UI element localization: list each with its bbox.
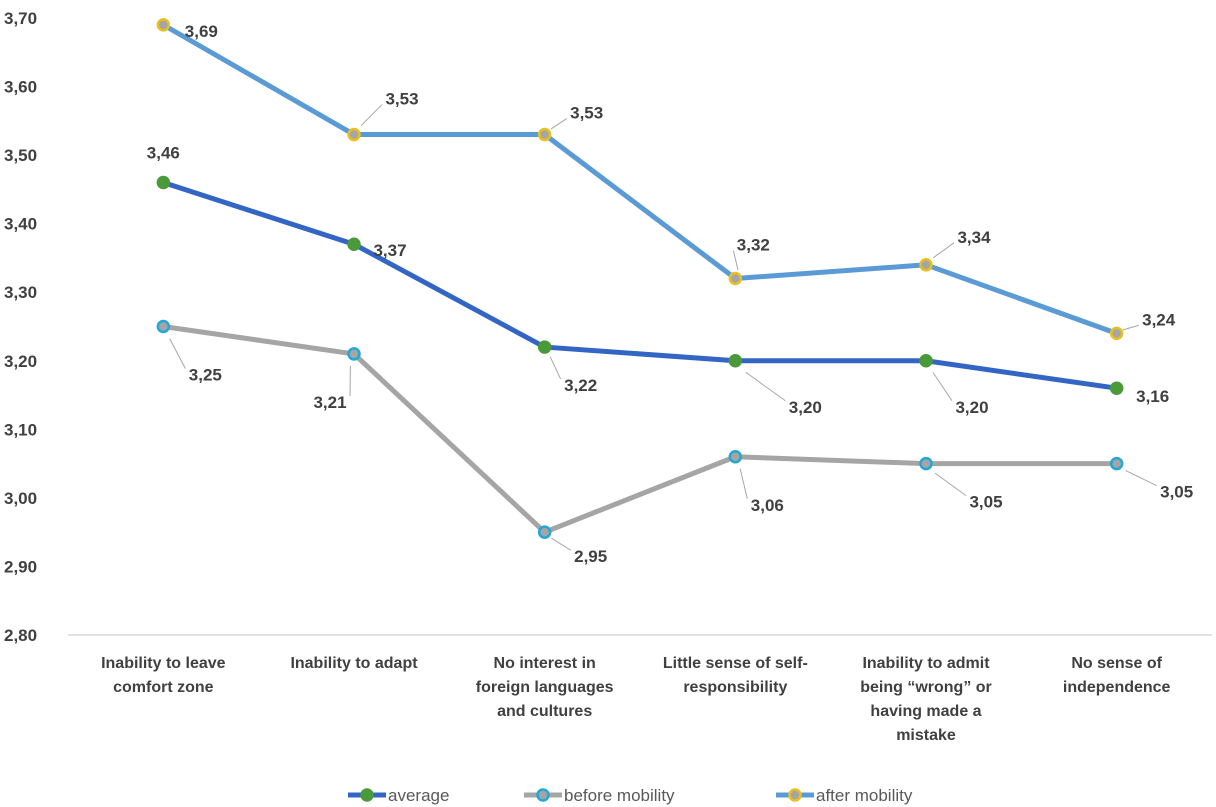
y-tick-label: 3,30: [4, 283, 37, 302]
data-label: 3,16: [1136, 387, 1169, 406]
x-category-label-line: Inability to adapt: [290, 655, 418, 672]
data-point: [728, 271, 743, 286]
x-category-label: Inability to adapt: [290, 655, 418, 672]
y-tick-label: 2,90: [4, 557, 37, 576]
data-label: 3,32: [737, 236, 770, 255]
data-label: 3,06: [751, 496, 784, 515]
legend-swatch-marker: [536, 788, 550, 802]
x-category-label-line: having made a: [870, 703, 981, 720]
data-label: 3,53: [570, 104, 603, 123]
x-category-label-line: No interest in: [494, 655, 596, 672]
label-leader: [739, 468, 748, 499]
label-leader: [1125, 470, 1157, 487]
data-labels: 3,25 3,21 2,95 3,06 3,05 3,05 3,46 3,37 3,22 3,20…: [147, 22, 1193, 566]
series-line-after-mobility: [162, 22, 1118, 336]
y-tick-label: 3,00: [4, 489, 37, 508]
x-category-label-line: Inability to admit: [862, 655, 990, 672]
data-point: [919, 456, 933, 471]
data-label: 3,05: [1160, 483, 1193, 502]
data-point: [1109, 326, 1124, 341]
y-tick-label: 3,10: [4, 420, 37, 439]
data-point: [537, 127, 552, 142]
y-tick-label: 3,40: [4, 215, 37, 234]
label-leader: [732, 250, 739, 271]
data-point: [537, 340, 552, 354]
x-category-label: Inability to leave comfort zone: [101, 655, 226, 696]
label-leader: [932, 242, 955, 259]
data-point: [156, 319, 171, 334]
legend: average before mobility after mobility: [348, 786, 913, 805]
x-category-label-line: comfort zone: [113, 679, 214, 696]
y-tick-label: 3,50: [4, 146, 37, 165]
data-label: 3,20: [789, 398, 822, 417]
data-label: 3,37: [373, 241, 406, 260]
data-point: [537, 525, 552, 539]
x-axis: Inability to leave comfort zoneInability …: [68, 634, 1212, 744]
data-point: [728, 450, 743, 464]
data-label: 3,20: [955, 398, 988, 417]
data-point: [156, 18, 171, 32]
label-leader: [169, 338, 186, 369]
series-lines: [162, 22, 1118, 535]
x-category-label: Inability to admit being “wrong” or having…: [860, 655, 992, 744]
data-point: [1109, 381, 1124, 395]
data-label: 3,46: [147, 144, 180, 163]
label-leader: [932, 371, 953, 402]
label-leader: [934, 472, 967, 497]
x-category-label-line: responsibility: [683, 679, 787, 696]
data-label: 3,69: [185, 22, 218, 41]
data-label: 3,24: [1142, 310, 1176, 329]
y-tick-label: 2,80: [4, 626, 37, 645]
legend-label: before mobility: [564, 786, 675, 805]
legend-label: average: [388, 786, 449, 805]
x-category-label-line: independence: [1063, 679, 1171, 696]
data-label: 3,05: [969, 493, 1002, 512]
series-markers: [156, 18, 1124, 539]
data-point: [919, 258, 933, 272]
y-tick-label: 3,20: [4, 352, 37, 371]
label-leader: [1122, 324, 1139, 331]
label-leader: [551, 537, 571, 551]
label-leader: [360, 104, 383, 126]
y-axis: 2,80 2,90 3,00 3,10 3,20 3,30 3,40 3,50 3,60 3,70: [4, 9, 37, 645]
data-point: [347, 127, 361, 142]
x-category-label-line: Little sense of self-: [663, 655, 808, 672]
data-point: [347, 347, 361, 361]
legend-label: after mobility: [816, 786, 913, 805]
data-point: [919, 354, 933, 368]
data-point: [1109, 456, 1124, 471]
data-point: [728, 354, 743, 368]
data-label: 3,22: [564, 376, 597, 395]
series-line-before-mobility: [162, 324, 1117, 535]
data-label: 3,53: [385, 90, 418, 109]
x-category-label-line: mistake: [896, 727, 956, 744]
x-category-label-line: being “wrong” or: [860, 679, 992, 696]
x-category-label-line: Inability to leave: [101, 655, 226, 672]
data-point: [156, 175, 171, 190]
legend-swatch-marker: [788, 788, 802, 802]
x-category-label: No sense of independence: [1063, 655, 1171, 696]
series-line-average: [162, 180, 1118, 391]
data-label: 3,21: [313, 393, 346, 412]
y-tick-label: 3,70: [4, 9, 37, 28]
x-category-label-line: and cultures: [497, 703, 592, 720]
label-leader: [550, 118, 567, 130]
data-label: 2,95: [574, 547, 607, 566]
x-category-label: Little sense of self-responsibility: [663, 655, 808, 696]
data-label: 3,25: [189, 366, 222, 385]
data-label: 3,34: [957, 228, 991, 247]
label-leader: [549, 356, 562, 380]
y-tick-label: 3,60: [4, 78, 37, 97]
data-label-leaders: [169, 104, 1157, 551]
legend-swatch-marker: [360, 788, 374, 802]
data-point: [347, 237, 361, 251]
label-leader: [745, 371, 786, 402]
x-category-label: No interest in foreign languages and cultu…: [476, 655, 614, 720]
x-category-label-line: No sense of: [1071, 655, 1162, 672]
x-category-label-line: foreign languages: [476, 679, 614, 696]
